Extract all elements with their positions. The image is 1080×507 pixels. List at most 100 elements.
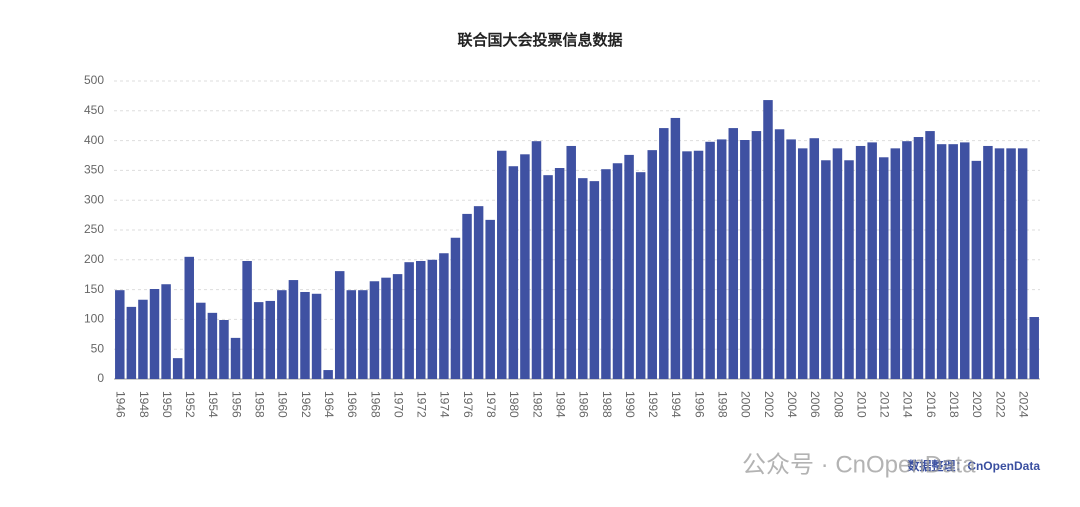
x-tick-label: 1950 <box>160 391 174 418</box>
bar <box>277 290 287 379</box>
bar <box>855 145 866 379</box>
watermark: 公众号 · CnOpenData <box>742 451 976 478</box>
bar <box>948 144 958 379</box>
x-tick-label: 1960 <box>276 391 290 418</box>
x-tick-label: 1958 <box>253 391 267 418</box>
x-tick-label: 1994 <box>669 391 683 418</box>
x-tick-label: 1970 <box>391 391 405 418</box>
x-tick-label: 1986 <box>577 391 591 418</box>
bar <box>219 319 229 379</box>
bar <box>728 128 739 379</box>
bar <box>508 166 519 379</box>
bar <box>543 175 553 379</box>
bar <box>589 181 600 379</box>
bar <box>323 370 333 379</box>
bar <box>659 128 669 379</box>
y-tick-label: 150 <box>84 282 104 296</box>
x-tick-label: 1954 <box>206 391 220 418</box>
y-tick-label: 350 <box>84 163 104 177</box>
y-tick-label: 0 <box>97 371 104 385</box>
x-tick-label: 1974 <box>438 391 452 418</box>
bar <box>531 141 542 379</box>
bar <box>809 138 820 379</box>
bar <box>497 150 507 379</box>
bar <box>207 312 218 379</box>
bar <box>172 358 183 379</box>
bar <box>288 280 299 379</box>
bar <box>346 290 357 379</box>
bar <box>693 150 704 379</box>
bar <box>381 277 391 379</box>
y-tick-label: 100 <box>84 312 104 326</box>
bar <box>832 148 843 379</box>
x-tick-label: 1968 <box>368 391 382 418</box>
x-tick-label: 1998 <box>716 391 730 418</box>
x-tick-label: 1992 <box>646 391 660 418</box>
y-tick-label: 500 <box>84 73 104 87</box>
bar <box>635 172 646 379</box>
x-tick-label: 2012 <box>878 391 892 418</box>
x-tick-label: 2004 <box>785 391 799 418</box>
bar <box>369 281 380 379</box>
bar <box>716 139 727 379</box>
bar <box>184 256 194 379</box>
x-tick-label: 1956 <box>229 391 243 418</box>
bar <box>902 141 912 379</box>
bar <box>358 290 368 379</box>
x-tick-label: 2002 <box>762 391 776 418</box>
bar <box>1029 317 1039 379</box>
bar <box>983 145 993 379</box>
bar <box>844 160 854 379</box>
x-tick-label: 2014 <box>901 391 915 418</box>
bar <box>415 260 426 379</box>
bar <box>230 337 241 379</box>
bar <box>115 290 125 379</box>
bar <box>311 293 322 379</box>
bar <box>960 142 970 379</box>
bar <box>473 206 484 379</box>
x-tick-label: 1978 <box>484 391 498 418</box>
x-tick-label: 1948 <box>137 391 151 418</box>
bar <box>867 142 877 379</box>
x-tick-label: 2020 <box>970 391 984 418</box>
x-tick-label: 1984 <box>553 391 567 418</box>
bar <box>566 145 576 379</box>
x-tick-label: 2018 <box>947 391 961 418</box>
bar <box>936 144 947 379</box>
bar <box>612 163 623 379</box>
x-tick-label: 1990 <box>623 391 637 418</box>
bar <box>763 100 773 380</box>
bar <box>450 237 461 379</box>
x-tick-label: 1964 <box>322 391 336 418</box>
x-tick-label: 1980 <box>507 391 521 418</box>
bar <box>705 141 715 379</box>
bar <box>647 150 657 379</box>
bar <box>520 154 530 379</box>
bar <box>1006 148 1016 379</box>
bar <box>253 302 264 379</box>
bar <box>682 151 692 379</box>
x-tick-label: 2022 <box>993 391 1007 418</box>
x-tick-label: 1982 <box>530 391 544 418</box>
bar <box>971 160 982 379</box>
x-tick-label: 2024 <box>1016 391 1030 418</box>
bar <box>138 299 148 379</box>
bar <box>601 169 611 379</box>
y-tick-label: 250 <box>84 222 104 236</box>
bar <box>578 178 588 379</box>
bar <box>913 137 924 379</box>
bar <box>624 154 634 379</box>
bar <box>890 148 901 379</box>
bar <box>265 300 276 379</box>
x-tick-label: 2006 <box>808 391 822 418</box>
y-tick-label: 400 <box>84 133 104 147</box>
bar <box>404 262 414 379</box>
bar <box>462 213 472 379</box>
bar <box>126 306 137 379</box>
bar <box>786 139 796 379</box>
bar <box>774 129 785 379</box>
x-tick-label: 2016 <box>924 391 938 418</box>
chart-title: 联合国大会投票信息数据 <box>457 31 622 49</box>
